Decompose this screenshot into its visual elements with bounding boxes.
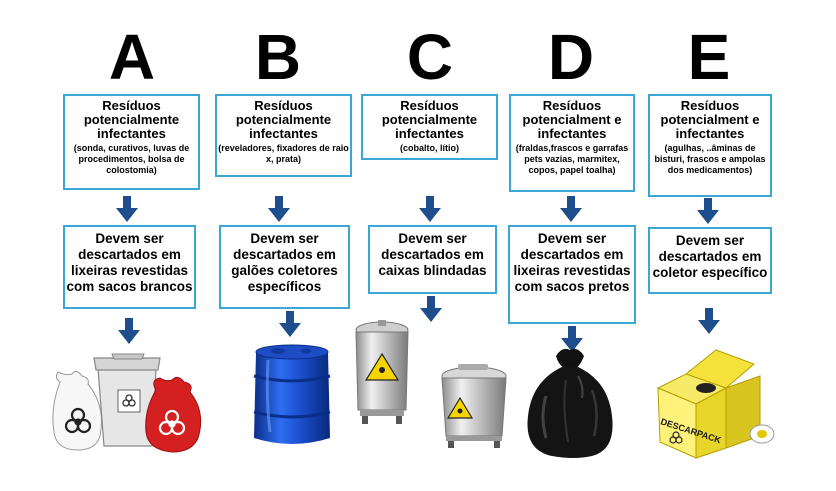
column-d-down-arrow-2 bbox=[561, 326, 583, 352]
column-d-down-arrow-1 bbox=[560, 196, 582, 222]
blue-drum bbox=[253, 344, 331, 444]
column-b-down-arrow-2 bbox=[279, 311, 301, 337]
column-a-top-box: Resíduos potencialmente infectantes (son… bbox=[63, 94, 200, 190]
column-c-down-arrow-2 bbox=[420, 296, 442, 322]
column-b-top-title: Resíduos potencialmente infectantes bbox=[235, 98, 332, 141]
column-c-top-box: Resíduos potencialmente infectantes (cob… bbox=[361, 94, 498, 160]
column-b-top-box: Resíduos potencialmente infectantes (rev… bbox=[215, 94, 352, 177]
column-c-bottom-box: Devem ser descartados em caixas blindada… bbox=[368, 225, 497, 294]
column-e-down-arrow-2 bbox=[698, 308, 720, 334]
column-c-top-title: Resíduos potencialmente infectantes bbox=[381, 98, 478, 141]
column-d-bottom-text: Devem ser descartados em lixeiras revest… bbox=[513, 231, 631, 294]
column-a-top-detail: (sonda, curativos, luvas de procedimento… bbox=[73, 143, 190, 175]
column-c-letter: C bbox=[406, 21, 454, 93]
column-d-top-title: Resíduos potencialment e infectantes bbox=[522, 98, 622, 141]
black-garbage-bag bbox=[527, 348, 613, 458]
column-a-bottom-box: Devem ser descartados em lixeiras revest… bbox=[63, 225, 196, 309]
column-c-down-arrow-1 bbox=[419, 196, 441, 222]
column-b-bottom-box: Devem ser descartados em galões coletore… bbox=[219, 225, 350, 309]
column-e-top-title: Resíduos potencialment e infectantes bbox=[660, 98, 760, 141]
column-a-down-arrow-2 bbox=[118, 318, 140, 344]
column-d-top-detail: (fraldas,frascos e garrafas pets vazias,… bbox=[515, 143, 629, 175]
column-e-top-box: Resíduos potencialment e infectantes (ag… bbox=[648, 94, 772, 197]
column-e-bottom-box: Devem ser descartados em coletor específ… bbox=[648, 227, 772, 294]
column-d-top-box: Resíduos potencialment e infectantes (fr… bbox=[509, 94, 635, 192]
sharps-container: DESCARPACK bbox=[656, 349, 775, 459]
column-c-top-detail: (cobalto, lítio) bbox=[400, 143, 459, 153]
radioactive-steel-bins bbox=[355, 320, 507, 448]
column-e-down-arrow-1 bbox=[697, 198, 719, 224]
column-d-bottom-box: Devem ser descartados em lixeiras revest… bbox=[508, 225, 636, 324]
column-a-down-arrow-1 bbox=[116, 196, 138, 222]
column-e-bottom-text: Devem ser descartados em coletor específ… bbox=[652, 233, 768, 280]
column-a-bottom-text: Devem ser descartados em lixeiras revest… bbox=[66, 231, 193, 294]
column-b-top-detail: (reveladores, fixadores de raio x, prata… bbox=[218, 143, 349, 164]
column-b-letter: B bbox=[254, 21, 302, 93]
column-b-down-arrow-1 bbox=[268, 196, 290, 222]
column-d-letter: D bbox=[547, 21, 595, 93]
column-a-top-title: Resíduos potencialmente infectantes bbox=[83, 98, 180, 141]
column-b-bottom-text: Devem ser descartados em galões coletore… bbox=[231, 231, 338, 294]
column-a-letter: A bbox=[108, 21, 156, 93]
column-e-top-detail: (agulhas, ..âminas de bisturi, frascos e… bbox=[654, 143, 766, 175]
column-e-letter: E bbox=[687, 21, 731, 93]
column-c-bottom-text: Devem ser descartados em caixas blindada… bbox=[378, 231, 487, 278]
white-bin-with-biohazard-bags bbox=[52, 353, 202, 453]
